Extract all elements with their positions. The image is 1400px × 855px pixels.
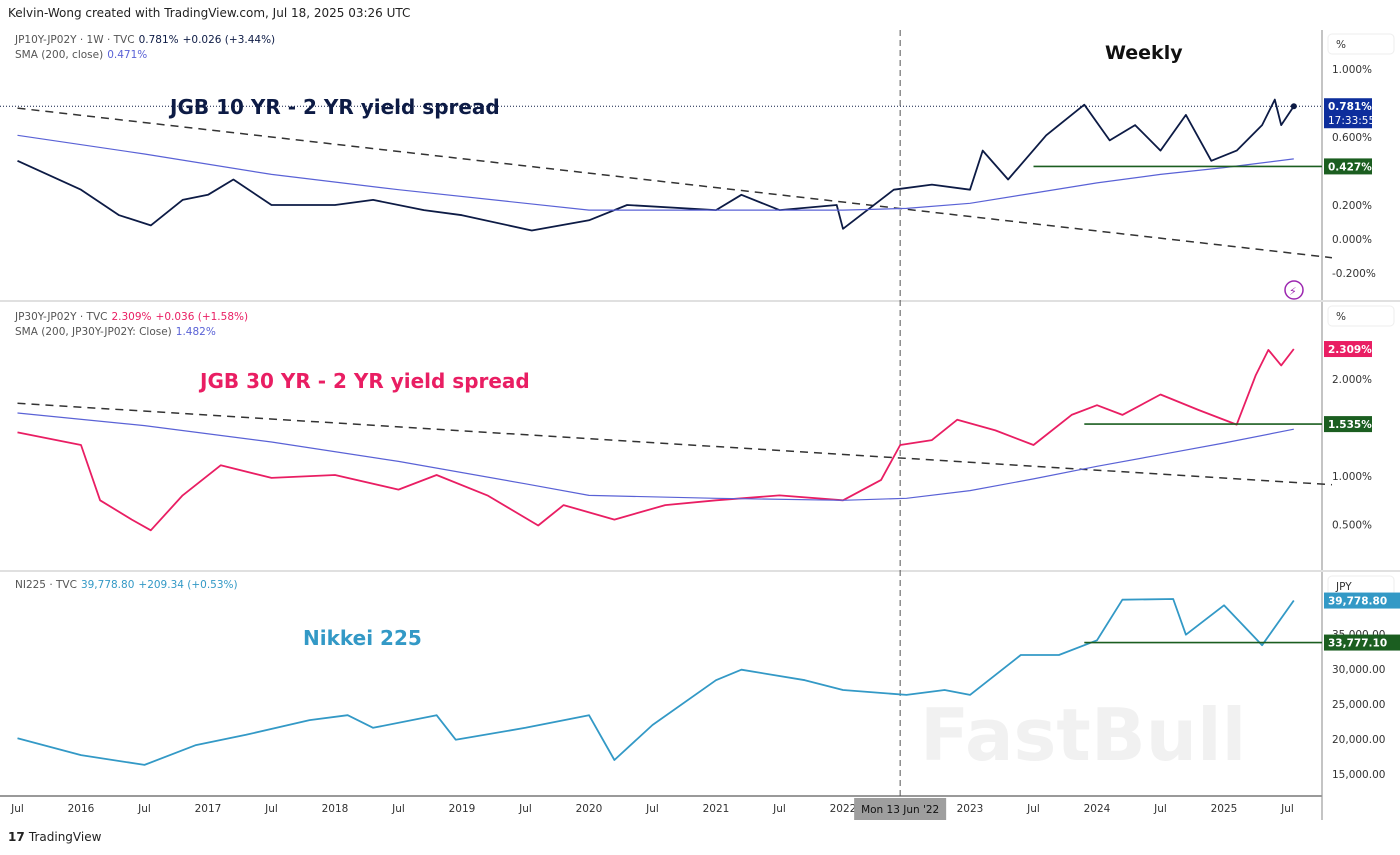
x-tick-label: Jul — [645, 803, 659, 815]
legend-sma-value: 0.471% — [107, 49, 148, 61]
pane-title: JGB 30 YR - 2 YR yield spread — [198, 369, 530, 393]
legend-change: +209.34 (+0.53%) — [138, 579, 238, 591]
last-price-tag — [1324, 98, 1372, 129]
tradingview-logo-mark: 17 — [8, 830, 25, 844]
last-price-tag — [1324, 341, 1372, 358]
last-price-tag — [1324, 592, 1400, 609]
unit-box[interactable] — [1327, 305, 1395, 327]
legend-symbol[interactable]: JP30Y-JP02Y · TVC — [15, 311, 108, 323]
bar-countdown: 17:33:55 — [1328, 115, 1375, 127]
last-price-label: 0.781% — [1328, 101, 1372, 113]
x-tick-label: Jul — [264, 803, 278, 815]
pane-2[interactable]: 2.000% 1.000% 0.500%% — [17, 305, 1395, 532]
crosshair-time-tag — [854, 798, 947, 820]
x-tick-label: 2017 — [195, 803, 222, 815]
unit-label: % — [1336, 311, 1346, 323]
x-tick-label: 2024 — [1084, 803, 1111, 815]
pane-1[interactable]: 1.000% 0.600% 0.200% 0.000% -0.200%% — [0, 33, 1395, 280]
legend-sma[interactable]: SMA (200, JP30Y-JP02Y: Close) — [15, 326, 172, 338]
timeframe-annotation: Weekly — [1105, 42, 1183, 64]
price-line[interactable] — [17, 98, 1295, 232]
last-price-dot — [1290, 103, 1297, 110]
pane-title: JGB 10 YR - 2 YR yield spread — [168, 95, 500, 119]
x-tick-label: Jul — [1153, 803, 1167, 815]
support-price-label: 0.427% — [1328, 161, 1372, 173]
unit-label: % — [1336, 39, 1346, 51]
chart-credit: Kelvin-Wong created with TradingView.com… — [8, 6, 411, 20]
x-tick-label: Jul — [137, 803, 151, 815]
sma-line[interactable] — [17, 412, 1294, 501]
support-price-tag — [1324, 158, 1372, 175]
crosshair-time-label: Mon 13 Jun '22 — [861, 804, 939, 816]
legend-last: 39,778.80 — [80, 579, 135, 591]
x-tick-label: Jul — [518, 803, 532, 815]
x-tick-label: 2023 — [957, 803, 984, 815]
unit-box[interactable] — [1327, 33, 1395, 55]
x-tick-label: Jul — [10, 803, 24, 815]
legend-symbol[interactable]: JP10Y-JP02Y · 1W · TVC — [15, 34, 135, 46]
x-tick-label: Jul — [1280, 803, 1294, 815]
y-tick-label: 30,000.00 — [1332, 664, 1385, 676]
x-tick-label: 2022 — [830, 803, 857, 815]
x-tick-label: 2021 — [703, 803, 730, 815]
y-tick-label: 2.000% — [1332, 374, 1372, 386]
y-tick-label: 15,000.00 — [1332, 769, 1385, 781]
trendline[interactable] — [17, 402, 1332, 486]
price-line[interactable] — [17, 598, 1295, 766]
lightning-icon[interactable] — [1284, 280, 1304, 300]
y-tick-label: 0.600% — [1332, 132, 1372, 144]
support-price-label: 33,777.10 — [1328, 638, 1387, 650]
legend-change: +0.036 (+1.58%) — [155, 311, 249, 323]
support-price-tag — [1324, 634, 1400, 651]
trendline[interactable] — [17, 107, 1333, 259]
x-tick-label: 2019 — [449, 803, 476, 815]
x-tick-label: Jul — [772, 803, 786, 815]
x-tick-label: Jul — [1026, 803, 1040, 815]
y-tick-label: 1.000% — [1332, 64, 1372, 76]
legend-panel-2: JP30Y-JP02Y · TVC 2.309% +0.036 (+1.58%) S… — [15, 310, 248, 340]
y-tick-label: 20,000.00 — [1332, 734, 1385, 746]
y-tick-label: 0.500% — [1332, 520, 1372, 532]
pane-title: Nikkei 225 — [303, 626, 422, 650]
legend-last: 2.309% — [111, 311, 152, 323]
tradingview-logo[interactable]: 17 TradingView — [8, 830, 101, 844]
support-price-tag — [1324, 416, 1372, 433]
y-tick-label: 0.200% — [1332, 200, 1372, 212]
watermark: FastBull — [920, 693, 1246, 777]
lightning-glyph: ⚡ — [1289, 285, 1297, 298]
y-tick-label: 25,000.00 — [1332, 699, 1385, 711]
pane-3[interactable]: 35,000.0030,000.0025,000.0020,000.0015,0… — [17, 575, 1400, 781]
x-tick-label: 2016 — [68, 803, 95, 815]
tradingview-brand: TradingView — [28, 830, 102, 844]
x-tick-label: 2020 — [576, 803, 603, 815]
legend-panel-3: NI225 · TVC 39,778.80 +209.34 (+0.53%) — [15, 578, 238, 593]
y-tick-label: -0.200% — [1332, 268, 1376, 280]
legend-last: 0.781% — [138, 34, 179, 46]
legend-sma-value: 1.482% — [175, 326, 216, 338]
legend-symbol[interactable]: NI225 · TVC — [15, 579, 77, 591]
y-tick-label: 0.000% — [1332, 234, 1372, 246]
sma-line[interactable] — [17, 134, 1294, 211]
price-line[interactable] — [17, 348, 1295, 532]
last-price-label: 39,778.80 — [1328, 596, 1387, 608]
legend-panel-1: JP10Y-JP02Y · 1W · TVC 0.781% +0.026 (+3.4… — [15, 33, 275, 63]
x-tick-label: 2018 — [322, 803, 349, 815]
last-price-label: 2.309% — [1328, 344, 1372, 356]
x-tick-label: 2025 — [1211, 803, 1238, 815]
legend-sma[interactable]: SMA (200, close) — [15, 49, 104, 61]
y-tick-label: 1.000% — [1332, 471, 1372, 483]
support-price-label: 1.535% — [1328, 419, 1372, 431]
legend-change: +0.026 (+3.44%) — [182, 34, 276, 46]
x-tick-label: Jul — [391, 803, 405, 815]
unit-label: JPY — [1335, 581, 1352, 593]
